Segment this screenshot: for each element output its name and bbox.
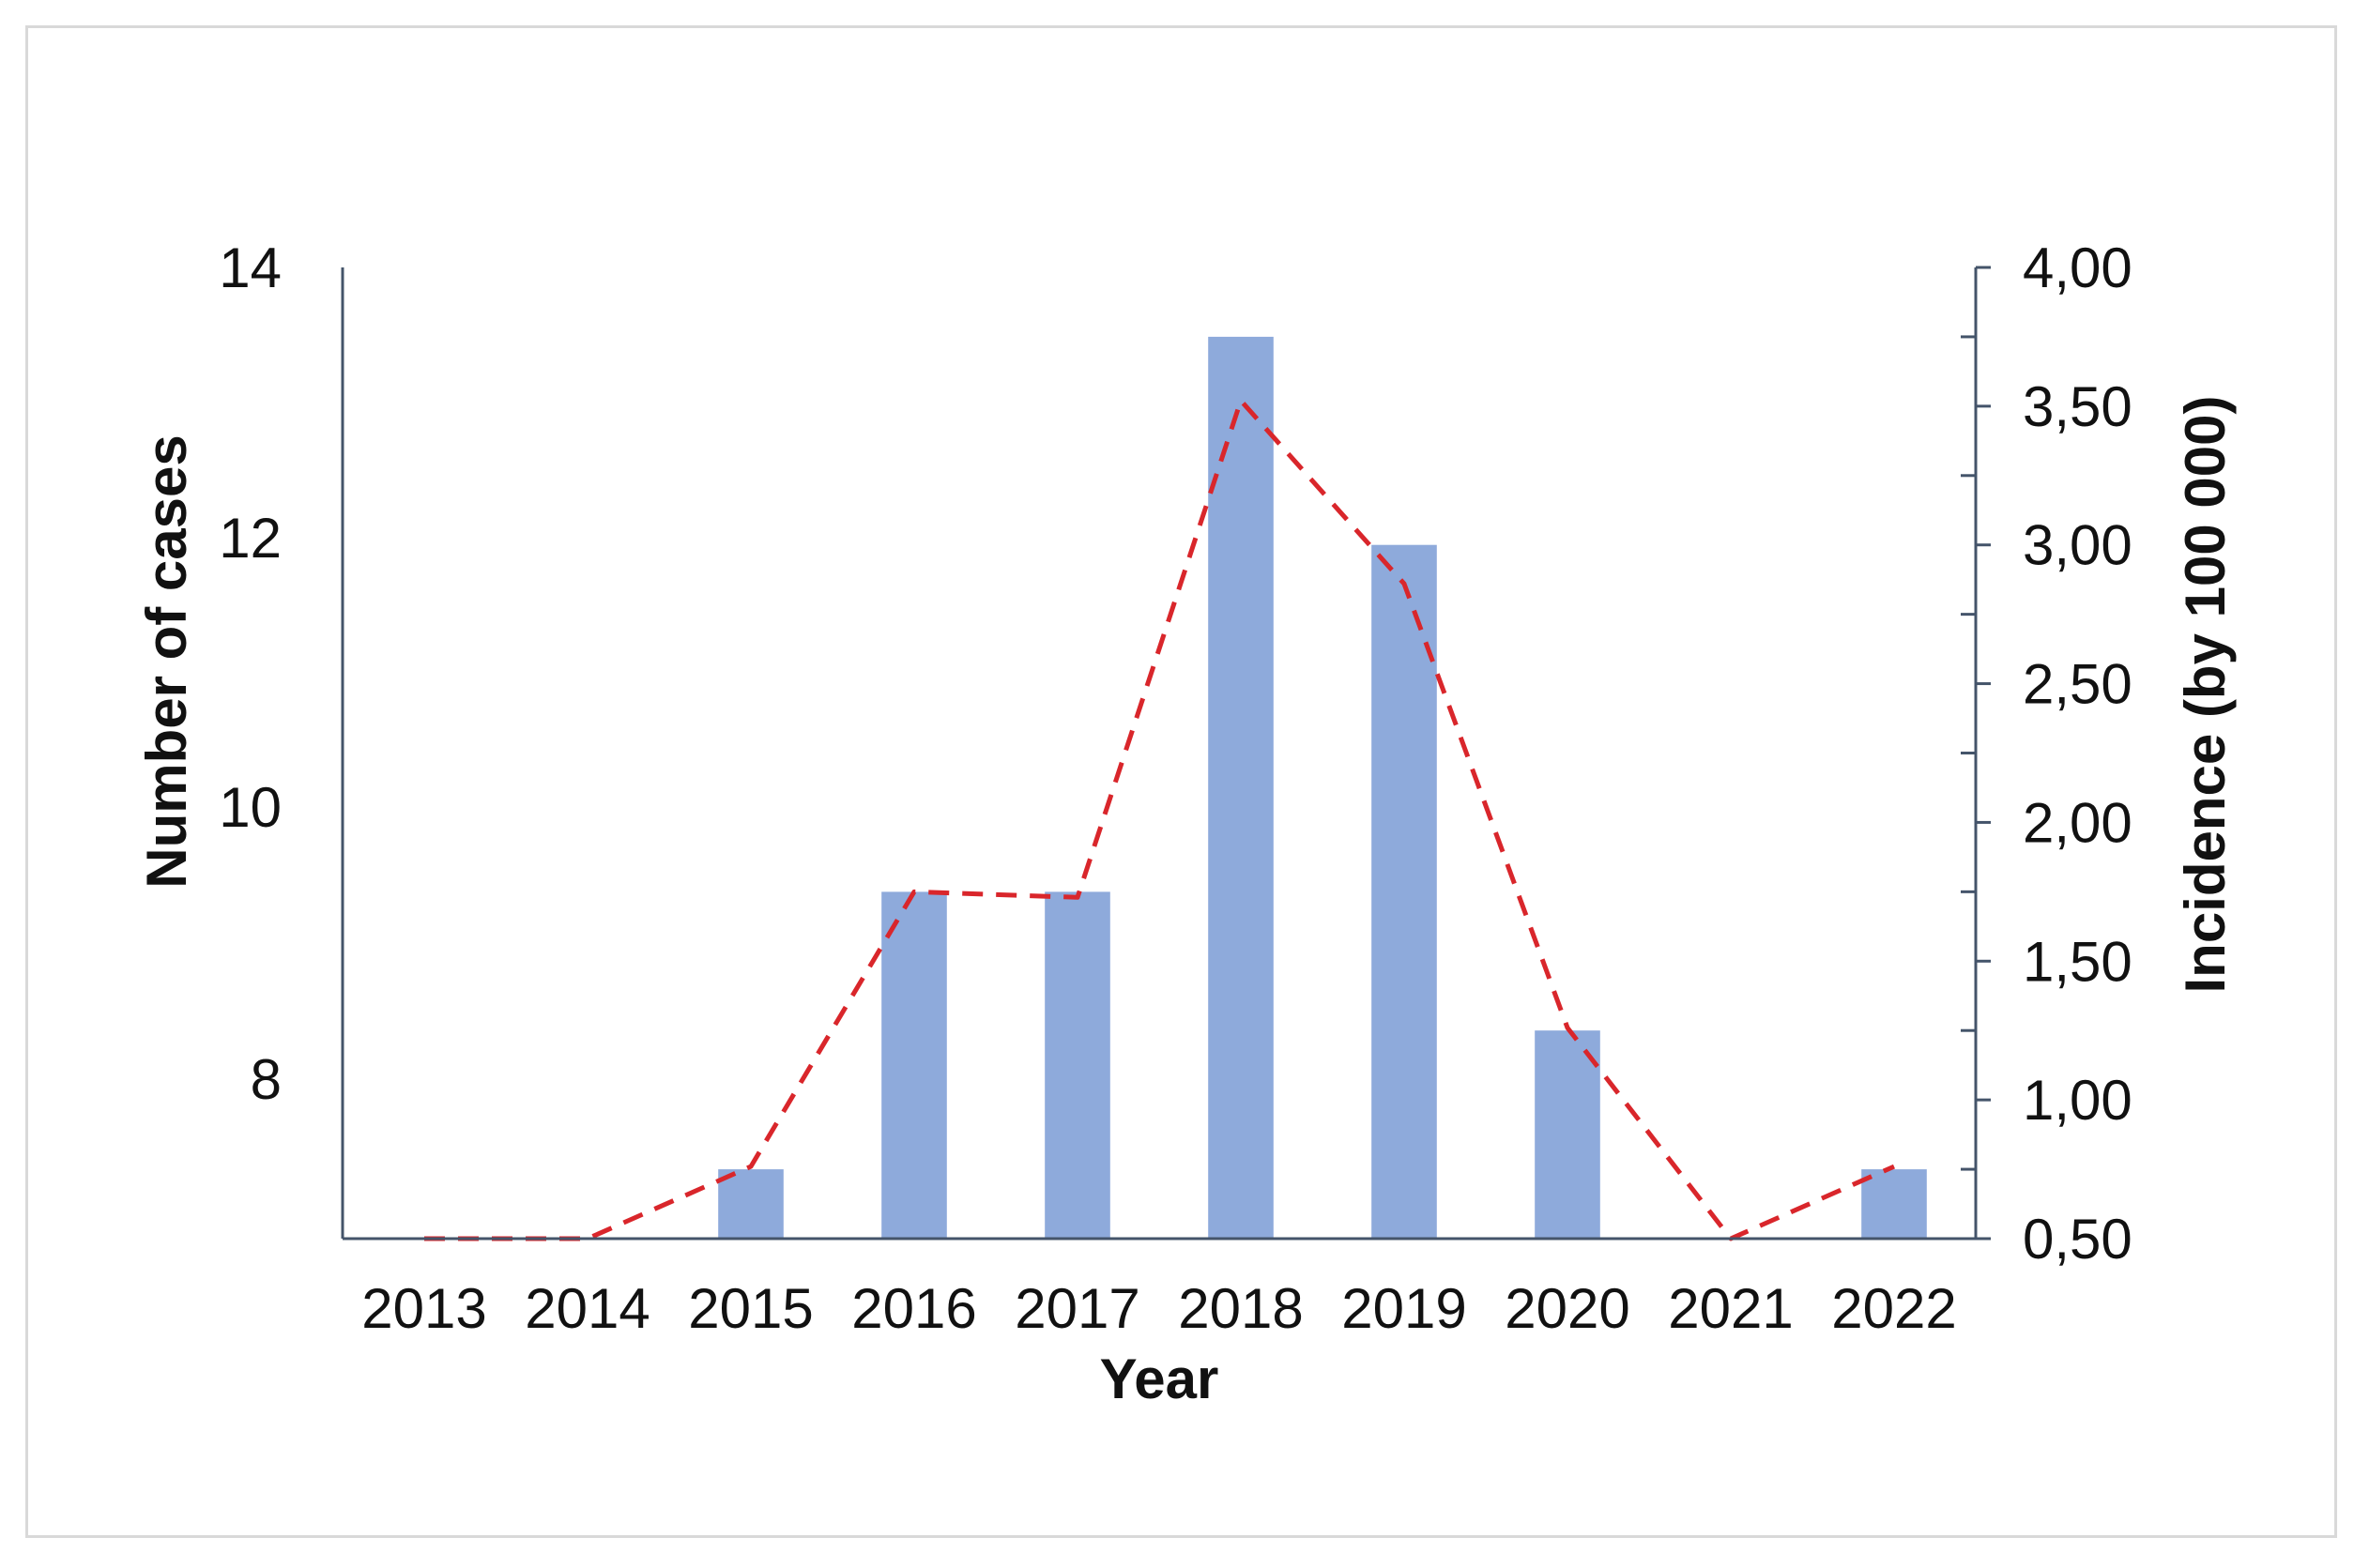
bar-2018 <box>1208 336 1274 1239</box>
bars-layer <box>718 336 1927 1239</box>
x-tick-label: 2014 <box>525 1277 650 1340</box>
bar-2016 <box>881 891 947 1239</box>
x-tick-label: 2020 <box>1505 1277 1629 1340</box>
right-tick-label: 1,00 <box>2023 1069 2132 1132</box>
right-tick-label: 1,50 <box>2023 930 2132 993</box>
left-tick-label: 10 <box>219 776 282 839</box>
x-tick-label: 2013 <box>361 1277 486 1340</box>
x-tick-label: 2018 <box>1178 1277 1303 1340</box>
right-tick-label: 0,50 <box>2023 1208 2132 1271</box>
x-tick-label: 2015 <box>688 1277 813 1340</box>
x-tick-label: 2019 <box>1341 1277 1466 1340</box>
left-tick-label: 12 <box>219 507 282 570</box>
x-tick-label: 2017 <box>1015 1277 1139 1340</box>
bar-2019 <box>1371 544 1437 1239</box>
right-tick-label: 3,50 <box>2023 375 2132 438</box>
bar-2022 <box>1861 1169 1927 1239</box>
right-tick-label: 2,50 <box>2023 653 2132 716</box>
bar-2015 <box>718 1169 784 1239</box>
incidence-dashed-line <box>424 398 1896 1241</box>
labels-layer: 0,50 1,00 1,50 2,00 2,50 3,00 3,50 4,00 8 10 12 14 2… <box>135 236 2237 1410</box>
right-tick-label: 2,00 <box>2023 791 2132 854</box>
left-tick-label: 8 <box>251 1048 282 1111</box>
right-tick-label: 3,00 <box>2023 514 2132 577</box>
incidence-line-layer <box>424 398 1896 1241</box>
left-axis-title: Number of cases <box>135 434 198 889</box>
axes-layer <box>341 266 1991 1241</box>
bar-2017 <box>1045 891 1110 1239</box>
right-tick-label: 4,00 <box>2023 236 2132 299</box>
x-tick-label: 2021 <box>1668 1277 1793 1340</box>
right-axis-title: Incidence (by 100 000) <box>2174 396 2237 994</box>
x-axis-title: Year <box>1100 1347 1219 1410</box>
bar-2020 <box>1535 1030 1600 1239</box>
chart-frame <box>25 25 2337 1538</box>
left-tick-label: 14 <box>219 236 282 299</box>
x-tick-label: 2016 <box>851 1277 976 1340</box>
x-tick-label: 2022 <box>1831 1277 1956 1340</box>
